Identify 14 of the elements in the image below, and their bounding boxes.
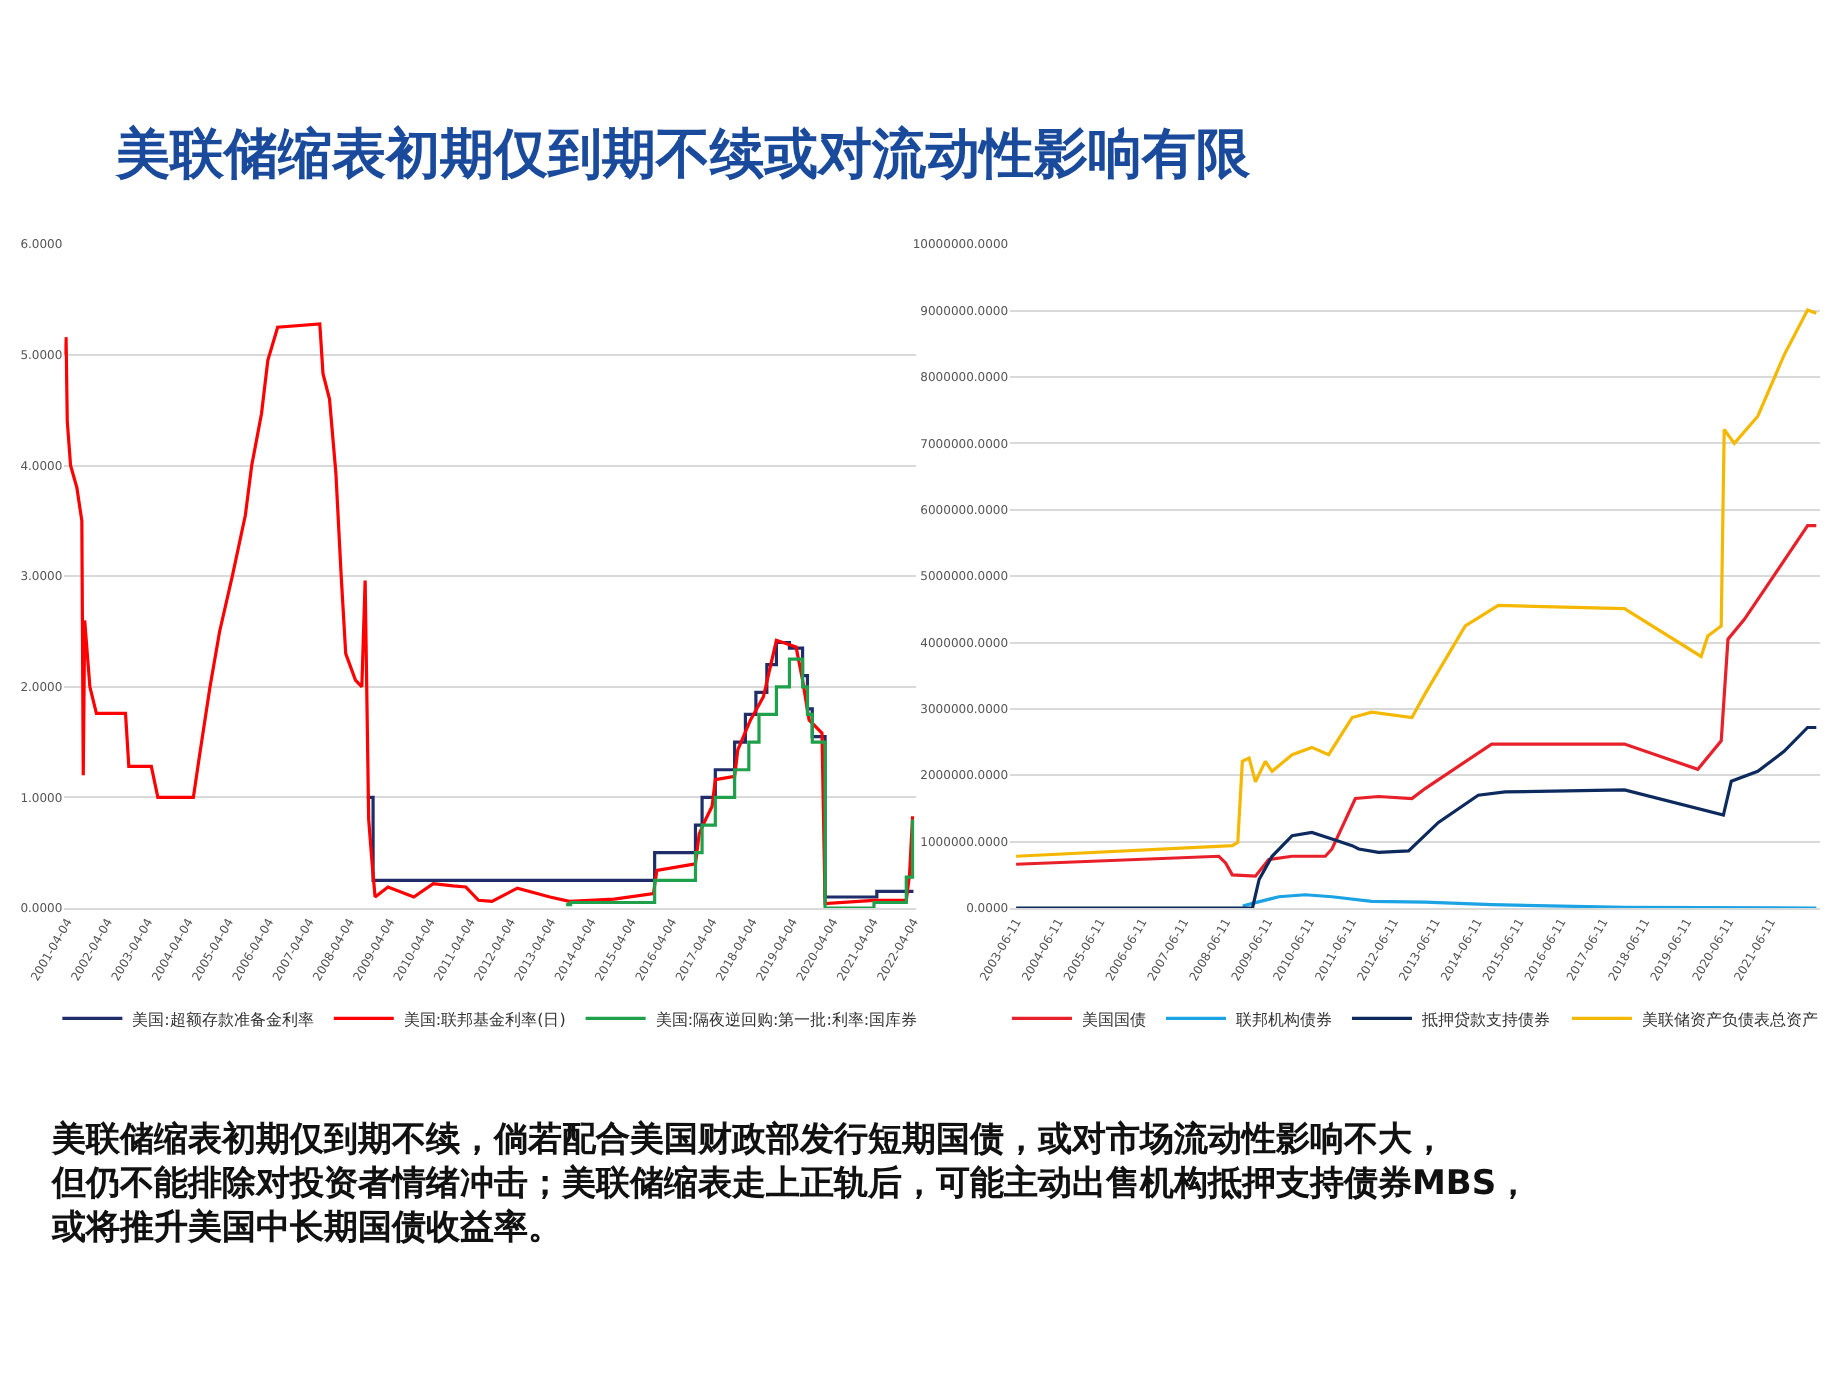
line-series <box>1014 524 1818 878</box>
line-series <box>1014 308 1818 858</box>
line-series <box>64 322 915 906</box>
legend-label: 联邦机构债券 <box>1235 1010 1332 1029</box>
legend-label: 美联储资产负债表总资产 <box>1641 1010 1818 1029</box>
legend-label: 美国:隔夜逆回购:第一批:利率:国库券 <box>655 1010 918 1029</box>
text: 美联储缩表初期仅到期不续，倘若配合美国财政部发行短期国债，或对市场流动性影响不大，但仍不能排除对投资者情绪冲击；美联储缩表走上正轨后，可能主动出售机构抵押支持债券MBS，或将推升美国中长期国债收益率。 <box>50 1120 1531 1249</box>
line-series <box>1014 725 1818 909</box>
line-series <box>1241 893 1818 909</box>
legend-label: 美国:超额存款准备金利率 <box>132 1010 314 1029</box>
legend-label: 抵押贷款支持债券 <box>1419 1010 1550 1029</box>
legend-label: 美国国债 <box>1081 1010 1146 1029</box>
chart-title: 美联储缩表初期仅到期不续或对流动性影响有限 <box>114 124 1252 186</box>
legend-label: 美国:联邦基金利率(日) <box>403 1010 566 1029</box>
